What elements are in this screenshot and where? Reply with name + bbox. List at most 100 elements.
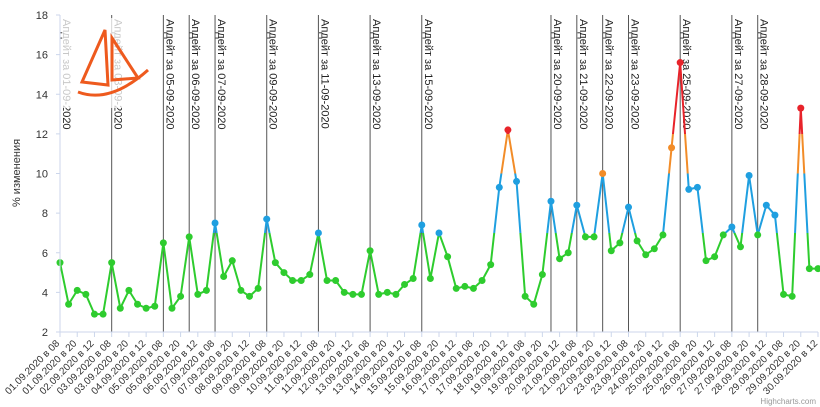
data-point [202,286,210,294]
data-point [504,126,512,134]
annotation-label: Апдейт за 21-09-2020 [577,19,589,130]
data-point [754,231,762,239]
data-point [435,229,443,237]
data-point [719,231,727,239]
data-point [159,239,167,247]
data-point [659,231,667,239]
annotation-label: Апдейт за 28-09-2020 [758,19,770,130]
data-point [573,201,581,209]
y-tick-label: 4 [42,287,48,299]
y-tick-label: 2 [42,327,48,339]
data-point [168,304,176,312]
data-point [65,300,73,308]
data-point [349,290,357,298]
y-tick-label: 10 [36,169,48,181]
data-point [314,229,322,237]
data-point [728,223,736,231]
data-point [392,290,400,298]
data-point [607,247,615,255]
data-point [280,269,288,277]
data-point [513,177,521,185]
data-point [228,257,236,265]
data-point [487,261,495,269]
data-point [366,247,374,255]
annotation-label: Апдейт за 25-09-2020 [680,19,692,130]
data-point [401,280,409,288]
data-point [125,286,133,294]
data-point [306,271,314,279]
data-point [788,292,796,300]
plot [56,59,820,318]
data-point [383,288,391,296]
data-point [418,221,426,229]
y-tick-label: 16 [36,50,48,62]
annotation-label: Апдейт за 13-09-2020 [370,19,382,130]
logo [62,18,162,108]
data-point [693,183,701,191]
data-point [797,104,805,112]
data-point [375,290,383,298]
data-point [814,265,820,273]
data-point [461,282,469,290]
data-point [151,302,159,310]
data-point [469,284,477,292]
data-point [676,59,684,67]
data-point [409,275,417,283]
data-point [745,171,753,179]
data-point [116,304,124,312]
data-point [650,245,658,253]
data-point [134,300,142,308]
data-point [340,288,348,296]
data-point [521,292,529,300]
annotation-label: Апдейт за 05-09-2020 [163,19,175,130]
data-point [323,276,331,284]
data-point [357,290,365,298]
y-tick-label: 14 [36,89,48,101]
annotation-label: Апдейт за 27-09-2020 [732,19,744,130]
data-point [263,215,271,223]
data-point [538,271,546,279]
data-point [590,233,598,241]
data-point [599,170,607,177]
y-tick-label: 18 [36,10,48,22]
data-point [478,276,486,284]
y-tick-label: 8 [42,208,48,220]
data-point [495,183,503,191]
data-point [271,259,279,267]
annotation-label: Апдейт за 06-09-2020 [189,19,201,130]
annotation-label: Апдейт за 11-09-2020 [318,19,330,129]
data-point [99,310,107,318]
data-point [177,292,185,300]
data-point [289,276,297,284]
data-point [616,239,624,247]
data-point [185,233,193,241]
data-point [805,265,813,273]
data-point [211,219,219,227]
data-point [220,273,228,281]
data-point [642,251,650,259]
data-point [254,284,262,292]
annotation-label: Апдейт за 15-09-2020 [422,19,434,130]
data-point [581,233,589,241]
annotation-label: Апдейт за 20-09-2020 [551,19,563,130]
data-point [711,253,719,261]
data-point [426,275,434,283]
data-point [556,255,564,263]
data-point [625,203,632,211]
data-point [530,300,538,308]
data-point [297,276,305,284]
data-point [82,290,90,298]
data-point [444,253,452,261]
credits: Highcharts.com [760,397,816,406]
data-point [633,237,641,245]
data-point [237,286,245,294]
annotation-label: Апдейт за 22-09-2020 [603,19,615,130]
data-point [452,284,460,292]
y-tick-label: 6 [42,248,48,260]
data-point [194,290,202,298]
data-point [762,201,770,209]
data-point [685,185,693,193]
data-point [564,249,572,257]
data-point [142,304,150,312]
